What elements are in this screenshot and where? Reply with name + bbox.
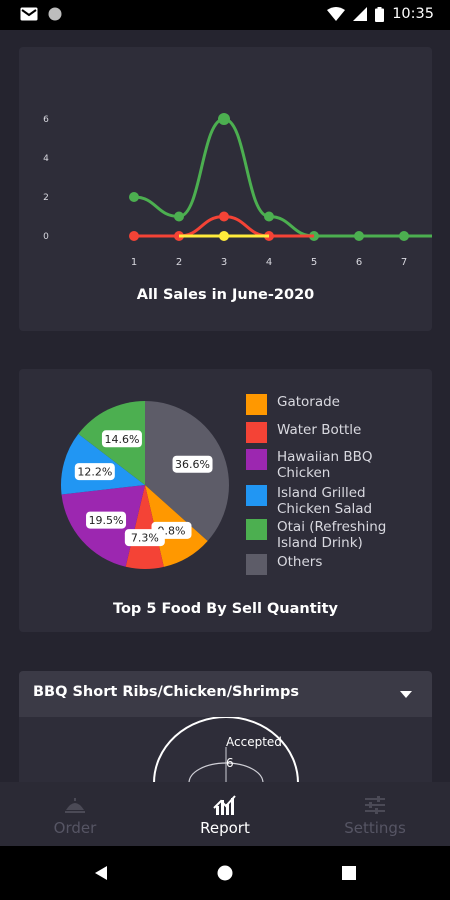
caret-down-icon xyxy=(400,691,412,698)
data-point xyxy=(219,231,229,241)
pie-chart-title: Top 5 Food By Sell Quantity xyxy=(112,601,339,617)
legend-label: Hawaiian BBQ Chicken xyxy=(277,449,373,481)
notification-dot-icon xyxy=(48,7,62,21)
x-tick-label: 7 xyxy=(401,257,407,268)
sales-line-chart-card: 0 2 4 6 1 2 3 4 5 6 7 All Sales in June-2020 xyxy=(19,47,432,331)
pie-data-label: 19.5% xyxy=(89,514,124,527)
gauge-label: Accepted xyxy=(226,735,282,749)
gmail-icon xyxy=(20,7,38,21)
recents-icon[interactable] xyxy=(342,866,356,880)
data-point xyxy=(218,113,230,125)
x-tick-label: 6 xyxy=(356,257,362,268)
legend-swatch xyxy=(246,519,267,540)
home-icon[interactable] xyxy=(217,865,233,881)
system-navigation-bar xyxy=(0,846,450,900)
wifi-icon xyxy=(327,7,346,21)
x-tick-label: 2 xyxy=(176,257,182,268)
y-tick-label: 0 xyxy=(43,232,49,242)
x-tick-label: 1 xyxy=(131,257,137,268)
gauge-panel: Accepted 6 xyxy=(19,717,432,783)
data-point xyxy=(264,211,274,222)
data-point xyxy=(174,211,184,222)
nav-label-settings: Settings xyxy=(344,819,406,837)
legend-swatch xyxy=(246,394,267,415)
data-point xyxy=(129,192,139,202)
data-point xyxy=(129,231,139,241)
pie-label-box xyxy=(172,455,213,473)
nav-item-order[interactable]: Order xyxy=(0,782,150,846)
gauge-value: 6 xyxy=(226,756,234,770)
back-icon[interactable] xyxy=(93,865,109,881)
cell-signal-icon xyxy=(353,7,368,21)
data-point xyxy=(354,231,364,241)
pie-label-box xyxy=(124,529,165,547)
legend-item: Hawaiian BBQ Chicken xyxy=(246,449,417,481)
dropdown-selected-label: BBQ Short Ribs/Chicken/Shrimps xyxy=(33,684,300,700)
legend-item: Otai (Refreshing Island Drink) xyxy=(246,519,417,551)
pie-data-label: 12.2% xyxy=(77,466,112,479)
nav-label-report: Report xyxy=(200,819,250,837)
x-tick-label: 4 xyxy=(266,257,272,268)
top-food-pie-chart-card: 36.6% 9.8% 7.3% 19.5% 12.2% 14.6% Gatorade Wat… xyxy=(19,369,432,632)
legend-item: Water Bottle xyxy=(246,422,417,443)
x-tick-label: 5 xyxy=(311,257,317,268)
data-point xyxy=(399,231,409,241)
sales-line-chart: 0 2 4 6 1 2 3 4 5 6 7 xyxy=(43,113,432,268)
nav-item-report[interactable]: Report xyxy=(150,782,300,846)
pie-label-box xyxy=(86,511,127,529)
legend-swatch xyxy=(246,554,267,575)
chart-icon xyxy=(213,795,236,815)
bottom-navigation: Order Report Settings xyxy=(0,782,450,846)
food-item-dropdown[interactable]: BBQ Short Ribs/Chicken/Shrimps xyxy=(19,671,432,717)
cloche-icon xyxy=(65,798,85,813)
gauge-dial xyxy=(153,717,299,783)
data-point xyxy=(219,211,229,222)
nav-item-settings[interactable]: Settings xyxy=(300,782,450,846)
y-tick-label: 6 xyxy=(43,115,49,125)
legend-label: Gatorade xyxy=(277,394,340,410)
legend-label: Others xyxy=(277,554,323,570)
pie-label-box xyxy=(101,430,142,448)
x-tick-label: 3 xyxy=(221,257,227,268)
y-tick-label: 2 xyxy=(43,193,49,203)
legend-item: Gatorade xyxy=(246,394,417,415)
sliders-icon xyxy=(365,796,385,814)
battery-icon xyxy=(375,6,385,22)
legend-label: Island Grilled Chicken Salad xyxy=(277,485,373,517)
legend-item: Others xyxy=(246,554,417,575)
legend-item: Island Grilled Chicken Salad xyxy=(246,485,417,517)
status-bar: 10:35 xyxy=(0,0,450,30)
pie-data-label: 36.6% xyxy=(175,458,210,471)
pie-data-label: 14.6% xyxy=(104,433,139,446)
legend-label: Otai (Refreshing Island Drink) xyxy=(277,519,387,551)
legend-swatch xyxy=(246,422,267,443)
status-time: 10:35 xyxy=(392,6,434,22)
pie-label-box xyxy=(74,463,115,481)
legend-swatch xyxy=(246,449,267,470)
nav-label-order: Order xyxy=(53,819,97,837)
top-food-pie-chart: 36.6%9.8%7.3%19.5%12.2%14.6% xyxy=(61,401,230,569)
y-tick-label: 4 xyxy=(43,154,49,164)
line-chart-title: All Sales in June-2020 xyxy=(136,287,315,303)
legend-swatch xyxy=(246,485,267,506)
pie-data-label: 7.3% xyxy=(131,532,159,545)
legend-label: Water Bottle xyxy=(277,422,362,438)
pie-slice xyxy=(125,485,164,569)
